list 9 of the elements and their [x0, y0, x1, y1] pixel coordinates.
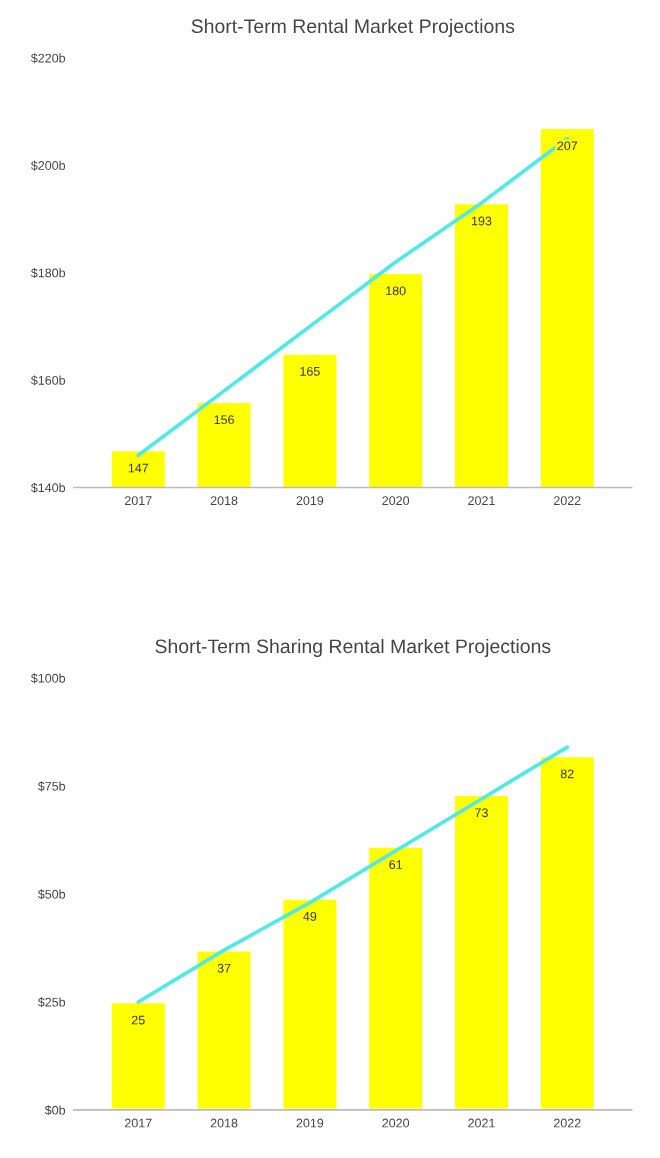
bar — [452, 793, 511, 1110]
bar — [280, 896, 340, 1110]
line-series — [136, 745, 570, 1004]
bar — [194, 948, 254, 1110]
chart-title: Short-Term Rental Market Projections — [191, 18, 515, 37]
bar — [108, 1000, 168, 1110]
chart-title: Short-Term Sharing Rental Market Projections — [155, 638, 551, 658]
bar — [537, 754, 597, 1110]
bar — [366, 845, 425, 1110]
